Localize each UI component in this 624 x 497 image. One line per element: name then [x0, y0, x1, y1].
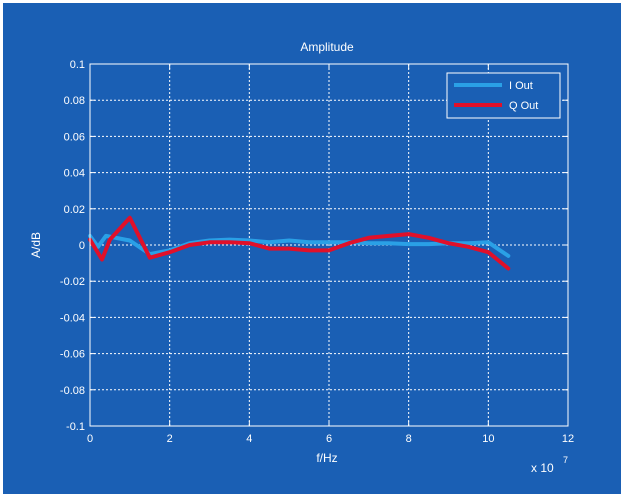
legend-label-q-out: Q Out	[509, 100, 538, 112]
y-tick-label: -0.1	[66, 421, 85, 433]
y-tick-label: -0.02	[60, 276, 85, 288]
series-line-i-out	[88, 233, 511, 258]
x-tick-label: 0	[87, 433, 93, 445]
y-tick-label: -0.04	[60, 312, 85, 324]
x-axis-label: f/Hz	[316, 451, 337, 465]
x-tick-label: 4	[246, 433, 252, 445]
y-tick-label: 0.1	[70, 59, 85, 71]
series-layer	[88, 215, 511, 271]
y-tick-label: -0.06	[60, 349, 85, 361]
series-line-q-out	[88, 215, 511, 271]
x-tick-label: 10	[482, 433, 494, 445]
y-tick-label: 0.08	[64, 95, 85, 107]
legend: I Out Q Out	[446, 72, 561, 119]
x-tick-label: 2	[167, 433, 173, 445]
x-tick-label: 6	[326, 433, 332, 445]
plot-frame	[89, 63, 569, 427]
chart-title: Amplitude	[300, 40, 354, 54]
x-tick-label: 8	[406, 433, 412, 445]
x-scale-exponent: 7	[563, 455, 568, 465]
x-scale-factor: x 10	[531, 461, 554, 475]
y-tick-label: 0.02	[64, 204, 85, 216]
tick-labels: 0 2 4 6 8 10 12 -0.1 -0.08 -0.06 -0.04 -0.02 0 0.02 0.…	[60, 59, 574, 445]
legend-box	[446, 72, 561, 119]
y-tick-label: 0	[79, 240, 85, 252]
y-tick-label: 0.04	[64, 168, 85, 180]
y-tick-label: -0.08	[60, 385, 85, 397]
x-tick-label: 12	[562, 433, 574, 445]
y-tick-label: 0.06	[64, 131, 85, 143]
y-axis-label: A/dB	[29, 232, 43, 258]
legend-label-i-out: I Out	[509, 80, 533, 92]
